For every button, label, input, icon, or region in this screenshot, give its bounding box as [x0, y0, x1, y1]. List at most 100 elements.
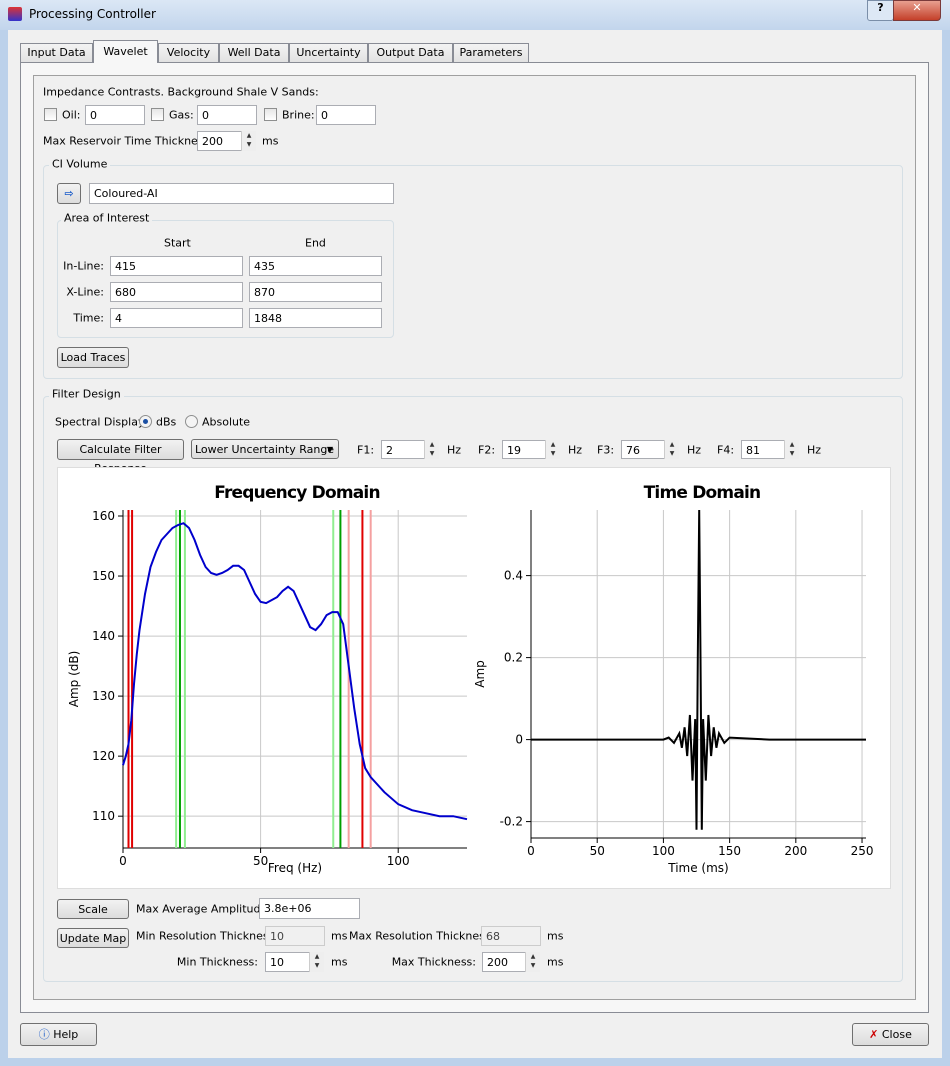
input[interactable]: 0 [197, 105, 257, 125]
spin-arrows[interactable]: ▲ ▼ [424, 440, 439, 459]
spin-arrows[interactable]: ▲ ▼ [784, 440, 799, 459]
unit: ms [331, 929, 348, 943]
tab[interactable]: Output Data [368, 43, 453, 63]
scale-button[interactable]: Scale [57, 899, 129, 919]
y-axis-label: Amp (dB) [67, 651, 81, 708]
spinbox[interactable]: 200 ▲ ▼ [197, 131, 256, 151]
label: Gas: [169, 108, 194, 122]
x-tick-label: 50 [253, 854, 268, 868]
group-title: Filter Design [49, 387, 124, 401]
checkbox[interactable] [264, 108, 277, 121]
dropdown-value: Lower Uncertainty Range [195, 443, 335, 456]
tab[interactable]: Well Data [219, 43, 289, 63]
y-tick-label: 110 [92, 809, 115, 823]
input[interactable]: 4 [110, 308, 243, 328]
label: Max Reservoir Time Thickness: [43, 134, 213, 148]
label: Max Average Amplitude: [136, 902, 271, 916]
spin-arrows[interactable]: ▲ ▼ [545, 440, 560, 459]
unit: Hz [447, 443, 462, 457]
input[interactable]: 435 [249, 256, 382, 276]
update-map-button[interactable]: Update Map [57, 928, 129, 948]
label: Min Thickness: [176, 955, 258, 969]
window-title: Processing Controller [29, 7, 156, 21]
y-tick-label: 120 [92, 749, 115, 763]
close-button[interactable]: ✗ Close [852, 1023, 929, 1046]
help-label: Help [53, 1028, 79, 1041]
tab[interactable]: Velocity [158, 43, 219, 63]
input[interactable]: 0 [316, 105, 376, 125]
spinbox[interactable]: 200 ▲ ▼ [482, 952, 540, 972]
spin-arrows[interactable]: ▲ ▼ [309, 952, 324, 972]
input[interactable]: 3.8e+06 [259, 898, 360, 919]
help-button[interactable]: ⓘ Help [20, 1023, 97, 1046]
input[interactable]: 1848 [249, 308, 382, 328]
x-tick-label: 150 [718, 844, 741, 858]
x-tick-label: 50 [590, 844, 605, 858]
checkbox[interactable] [151, 108, 164, 121]
radio[interactable] [185, 415, 198, 428]
label: Max Resolution Thickness: [349, 929, 495, 943]
input[interactable]: 415 [110, 256, 243, 276]
x-tick-label: 0 [527, 844, 535, 858]
unit: ms [331, 955, 348, 969]
curve [122, 522, 468, 821]
group-title: CI Volume [49, 157, 111, 171]
spin-arrows[interactable]: ▲ ▼ [241, 131, 256, 151]
label: Oil: [62, 108, 81, 122]
chart-panel [57, 467, 891, 889]
close-x[interactable]: ✕ [893, 0, 941, 21]
spinbox[interactable]: 76 ▲ ▼ [621, 440, 679, 459]
tab[interactable]: Input Data [20, 43, 93, 63]
y-tick-label: 150 [92, 569, 115, 583]
input[interactable]: Coloured-AI [89, 183, 394, 204]
spinbox[interactable]: 19 ▲ ▼ [502, 440, 560, 459]
readonly-field: 10 [265, 926, 325, 946]
checkbox[interactable] [44, 108, 57, 121]
radio[interactable] [139, 415, 152, 428]
tab[interactable]: Uncertainty [289, 43, 368, 63]
unit: ms [547, 929, 564, 943]
spinbox[interactable]: 10 ▲ ▼ [265, 952, 324, 972]
y-tick-label: 140 [92, 629, 115, 643]
help-button[interactable]: ? [867, 0, 894, 21]
label: F1: [357, 443, 375, 457]
y-tick-label: -0.2 [500, 815, 523, 829]
app-icon [8, 7, 22, 21]
x-tick-label: 100 [652, 844, 675, 858]
y-tick-label: 130 [92, 689, 115, 703]
radio-label: dBs [156, 415, 177, 429]
y-tick-label: 160 [92, 509, 115, 523]
spinbox[interactable]: 2 ▲ ▼ [381, 440, 439, 459]
spin-arrows[interactable]: ▲ ▼ [525, 952, 540, 972]
readonly-field: 68 [481, 926, 541, 946]
spinbox[interactable]: 81 ▲ ▼ [741, 440, 799, 459]
label: Impedance Contrasts. Background Shale V … [43, 85, 319, 99]
chart-title: Time Domain [644, 483, 761, 503]
group-box [57, 220, 394, 338]
chart-title: Frequency Domain [214, 483, 380, 503]
label: Min Resolution Thickness: [136, 929, 279, 943]
input[interactable]: 870 [249, 282, 382, 302]
x-axis-label: Freq (Hz) [268, 861, 322, 875]
input[interactable]: 0 [85, 105, 145, 125]
curve [531, 509, 866, 830]
y-tick-label: 0 [515, 733, 523, 747]
label: F4: [717, 443, 735, 457]
arrow-button[interactable]: ⇨ [57, 183, 81, 204]
y-tick-label: 0.2 [504, 651, 523, 665]
dropdown[interactable]: Lower Uncertainty Range ▼ [191, 439, 339, 459]
close-label: Close [881, 1028, 912, 1041]
label: Spectral Display [55, 415, 145, 429]
column-header: End [305, 236, 326, 250]
load-traces-button[interactable]: Load Traces [57, 347, 129, 368]
unit: ms [262, 134, 279, 148]
label: F2: [478, 443, 496, 457]
calculate-button[interactable]: Calculate Filter Response [57, 439, 184, 475]
spin-arrows[interactable]: ▲ ▼ [664, 440, 679, 459]
tab[interactable]: Parameters [453, 43, 529, 63]
radio-label: Absolute [202, 415, 251, 429]
input[interactable]: 680 [110, 282, 243, 302]
tab[interactable]: Wavelet [93, 40, 158, 63]
charts: Frequency Domain 0 50 100 110 120 130 140 150 160… [67, 483, 873, 875]
